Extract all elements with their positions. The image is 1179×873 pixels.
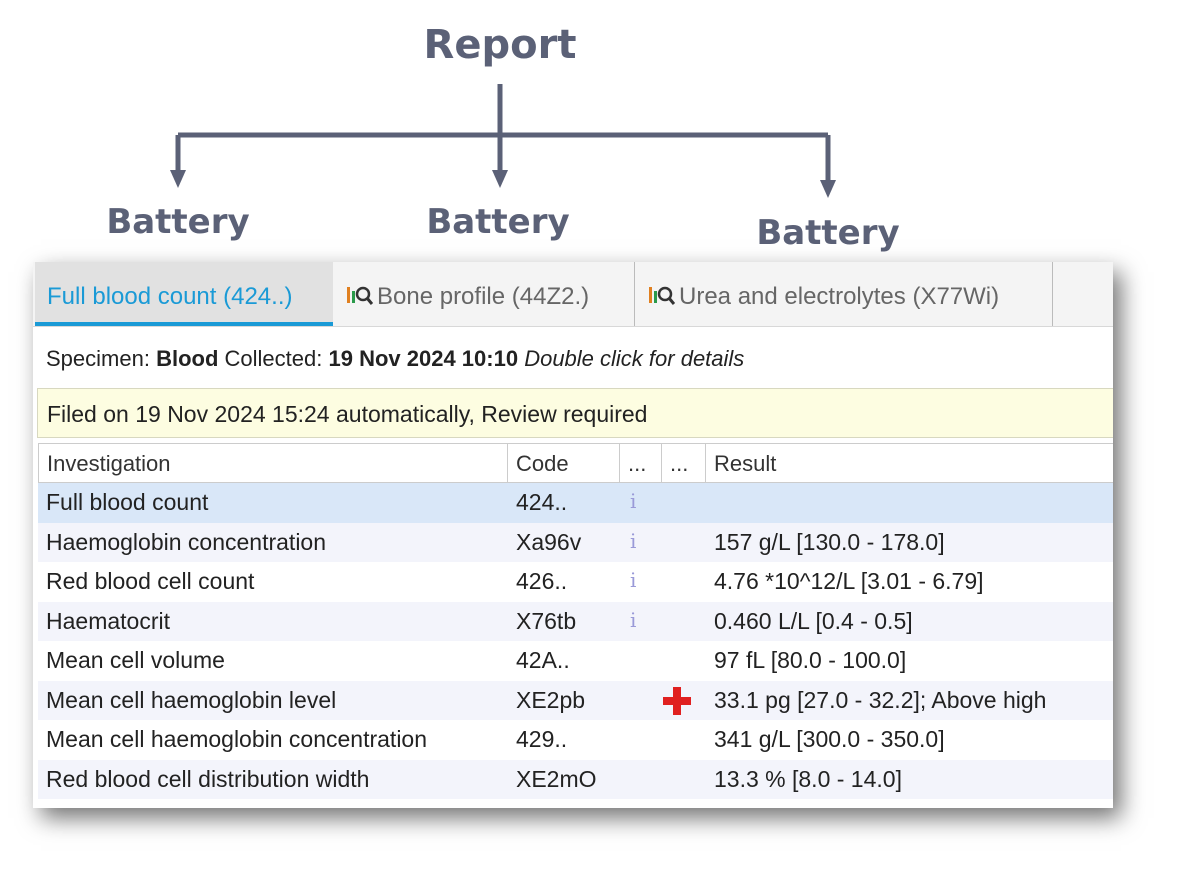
table-cell: Mean cell volume (46, 647, 225, 673)
tab-icon (347, 286, 373, 305)
table-cell: Haematocrit (46, 607, 170, 634)
tab-bar: Full blood count (424..) Bone profile (4… (33, 262, 1113, 327)
table-cell: 426.. (516, 568, 568, 594)
battery-label: Battery (106, 202, 250, 242)
info-icon: i (630, 489, 637, 513)
collected-date: 19 Nov 2024 10:10 (328, 346, 519, 371)
column-header: Investigation (38, 443, 508, 483)
filed-banner: Filed on 19 Nov 2024 15:24 automatically… (37, 388, 1113, 438)
info-icon: i (630, 607, 637, 632)
specimen-label: Specimen: (46, 346, 150, 371)
info-icon: i (630, 528, 637, 553)
table-cell: X76tb (516, 607, 577, 634)
table-cell: 157 g/L [130.0 - 178.0] (714, 528, 945, 555)
tab-label: Urea and electrolytes (X77Wi) (679, 283, 1000, 310)
column-header: Code (508, 443, 620, 483)
table-cell: Haemoglobin concentration (46, 528, 327, 555)
report-panel: Full blood count (424..) Bone profile (4… (33, 262, 1113, 808)
collected-label: Collected: (224, 346, 323, 371)
table-cell: 0.460 L/L [0.4 - 0.5] (714, 607, 913, 634)
table-cell: Red blood cell count (46, 568, 255, 594)
table-cell: Mean cell haemoglobin concentration (46, 726, 428, 752)
table-cell: 429.. (516, 726, 568, 752)
table-row (38, 562, 1113, 602)
battery-label: Battery (756, 213, 900, 253)
table-cell: XE2pb (516, 686, 586, 713)
table-cell: 42A.. (516, 647, 570, 673)
tab[interactable]: Full blood count (424..) (35, 262, 333, 326)
table-row (38, 720, 1113, 760)
table-cell: Red blood cell distribution width (46, 765, 370, 792)
column-header: ... (662, 443, 706, 483)
table-cell: 33.1 pg [27.0 - 32.2]; Above high (714, 686, 1047, 713)
table-cell: 97 fL [80.0 - 100.0] (714, 647, 907, 673)
table-row (38, 522, 1113, 562)
report-title: Report (423, 22, 577, 68)
tab-icon (649, 286, 675, 305)
table-cell (706, 483, 1113, 523)
table-row (38, 483, 1113, 523)
table-row (38, 641, 1113, 681)
column-header: Result (706, 443, 1113, 483)
table-row (38, 680, 1113, 720)
table-row (38, 759, 1113, 799)
table-cell: 13.3 % [8.0 - 14.0] (714, 765, 902, 792)
table-cell: XE2mO (516, 765, 597, 792)
table-cell: Xa96v (516, 528, 582, 555)
details-hint: Double click for details (524, 346, 745, 371)
info-icon: i (630, 568, 637, 592)
table-cell: Full blood count (46, 489, 209, 515)
abnormal-flag-icon (663, 687, 691, 715)
table-cell: 4.76 *10^12/L [3.01 - 6.79] (714, 568, 984, 594)
table-cell: 424.. (516, 489, 568, 515)
specimen-type: Blood (156, 346, 219, 371)
battery-label: Battery (426, 202, 570, 242)
table-cell: Mean cell haemoglobin level (46, 686, 337, 713)
column-header: ... (620, 443, 662, 483)
specimen-line: Specimen: Blood Collected: 19 Nov 2024 1… (46, 346, 744, 372)
tab[interactable]: Urea and electrolytes (X77Wi) (635, 262, 1053, 326)
tab[interactable]: Bone profile (44Z2.) (333, 262, 635, 326)
tab-label: Bone profile (44Z2.) (377, 283, 590, 310)
hierarchy-connector (170, 84, 836, 198)
table-cell: 341 g/L [300.0 - 350.0] (714, 726, 945, 752)
table-row (38, 601, 1113, 641)
